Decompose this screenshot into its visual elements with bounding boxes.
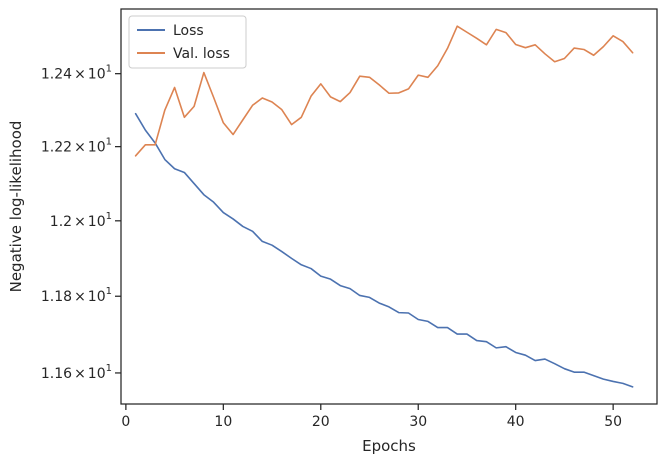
y-tick-mantissa: 1.18 xyxy=(41,289,72,305)
y-tick-times: × xyxy=(74,67,86,83)
x-axis-ticks: 0 10 20 30 40 50 xyxy=(121,404,622,430)
y-tick-mantissa: 1.24 xyxy=(41,67,72,83)
y-tick-base: 10 xyxy=(88,289,106,305)
y-tick-mantissa: 1.22 xyxy=(41,140,72,156)
y-tick-base: 10 xyxy=(88,366,106,382)
y-tick-label: 1.24 × 101 xyxy=(41,64,112,83)
legend: Loss Val. loss xyxy=(128,15,247,69)
plot-frame xyxy=(120,8,658,405)
y-tick-base: 10 xyxy=(88,140,106,156)
x-axis-label: Epochs xyxy=(362,437,416,455)
y-tick-base: 10 xyxy=(88,67,106,83)
y-tick-label: 1.22 × 101 xyxy=(41,137,112,156)
y-tick-label: 1.2 × 101 xyxy=(50,211,112,230)
y-tick-mantissa: 1.16 xyxy=(41,366,72,382)
y-tick-label: 1.16 × 101 xyxy=(41,363,112,382)
y-tick-mantissa: 1.2 xyxy=(50,214,72,230)
y-tick-times: × xyxy=(74,366,86,382)
y-tick-label: 1.18 × 101 xyxy=(41,286,112,305)
y-tick-times: × xyxy=(74,289,86,305)
legend-label-val-loss: Val. loss xyxy=(173,46,230,62)
y-axis-label: Negative log-likelihood xyxy=(7,121,25,293)
y-tick-exponent: 1 xyxy=(106,211,112,222)
x-tick-label: 10 xyxy=(214,414,232,430)
y-tick-exponent: 1 xyxy=(106,64,112,75)
x-tick-label: 20 xyxy=(312,414,330,430)
y-tick-times: × xyxy=(74,214,86,230)
y-tick-base: 10 xyxy=(88,214,106,230)
series-line-loss xyxy=(134,112,634,388)
x-tick-label: 30 xyxy=(409,414,427,430)
series-line-val-loss xyxy=(134,25,634,157)
y-tick-exponent: 1 xyxy=(106,286,112,297)
y-tick-exponent: 1 xyxy=(106,137,112,148)
x-tick-label: 0 xyxy=(121,414,130,430)
y-tick-times: × xyxy=(74,140,86,156)
x-tick-label: 40 xyxy=(507,414,525,430)
legend-label-loss: Loss xyxy=(173,23,204,39)
x-tick-label: 50 xyxy=(604,414,622,430)
series-layer xyxy=(134,25,634,388)
y-tick-exponent: 1 xyxy=(106,363,112,374)
